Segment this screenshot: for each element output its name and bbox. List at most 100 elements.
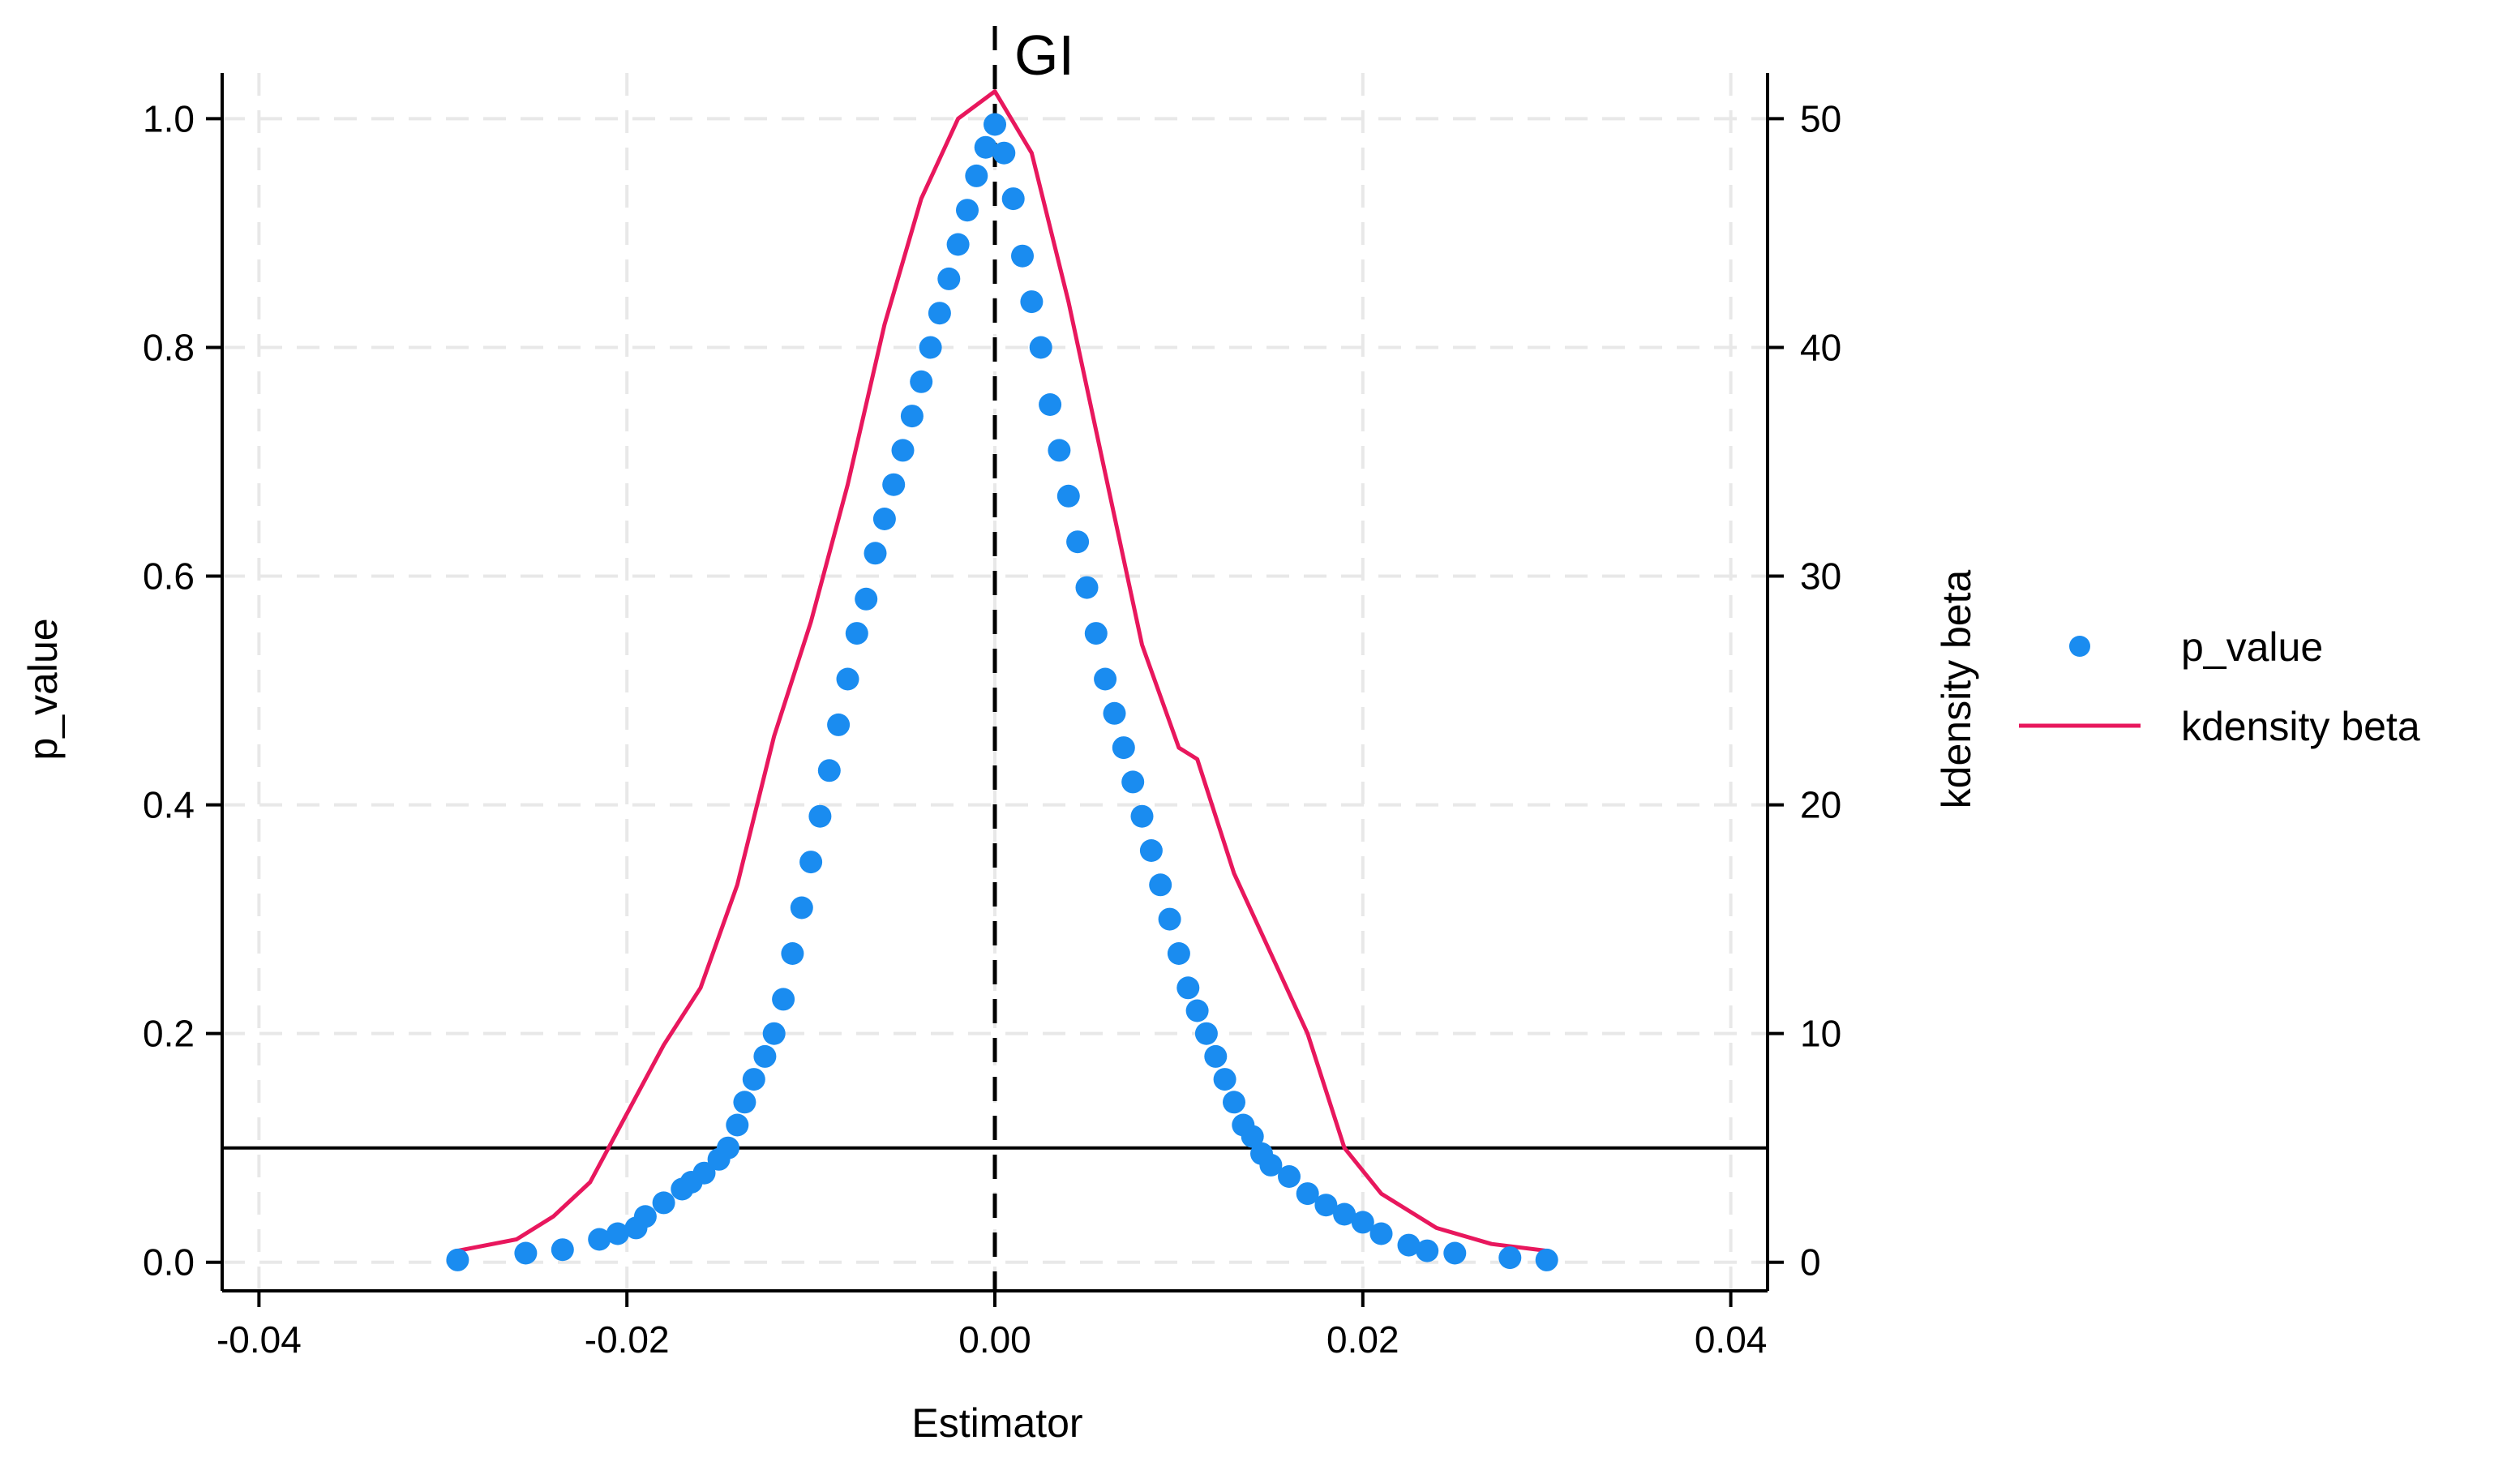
p-value-point	[1498, 1246, 1522, 1270]
y-right-tick-label-4: 40	[1800, 326, 1841, 368]
p-value-point	[1223, 1091, 1245, 1114]
p-value-point	[1213, 1068, 1236, 1091]
p-value-point	[733, 1091, 756, 1114]
p-value-point	[836, 667, 859, 691]
p-value-point	[1020, 290, 1044, 314]
y-right-tick-label-2: 20	[1800, 784, 1841, 826]
p-value-point	[872, 508, 896, 530]
p-value-point	[974, 135, 997, 159]
y-right-tick-label-1: 10	[1800, 1013, 1841, 1055]
p-value-point	[799, 851, 823, 874]
p-value-point	[514, 1241, 538, 1265]
p-value-point	[1121, 770, 1145, 794]
p-value-point	[1056, 484, 1080, 508]
p-value-point	[1176, 976, 1200, 1000]
y-left-tick-label-4: 0.8	[143, 326, 195, 368]
p-value-point	[817, 759, 841, 782]
p-value-point	[956, 199, 979, 222]
y-axis-title-right: kdensity beta	[1934, 569, 1979, 808]
p-value-point	[965, 164, 988, 187]
p-value-point	[781, 942, 804, 965]
p-value-point	[1278, 1165, 1301, 1188]
p-value-point	[1039, 393, 1062, 416]
p-value-point	[1094, 667, 1117, 691]
p-value-point	[928, 302, 951, 325]
p-value-point	[692, 1161, 716, 1185]
p-value-point	[1351, 1211, 1374, 1234]
p-value-point	[919, 336, 942, 359]
p-value-point	[1075, 576, 1099, 599]
p-value-point	[1416, 1239, 1439, 1262]
y-left-tick-label-2: 0.4	[143, 784, 195, 826]
x-tick-label-1: -0.02	[585, 1318, 670, 1361]
legend-label-kdensity-beta: kdensity beta	[2181, 704, 2420, 749]
p-value-point	[1048, 439, 1071, 462]
p-value-point	[1066, 530, 1090, 554]
p-value-point	[946, 233, 970, 256]
p-value-point	[864, 542, 887, 565]
tick-labels: -0.04 -0.02 0.00 0.02 0.04 0.0 0.2 0.4 0.6 0.8 1.0…	[143, 97, 1841, 1361]
p-value-point	[937, 267, 961, 290]
p-value-point	[1011, 244, 1034, 268]
y-axis-title-left: p_value	[20, 618, 66, 760]
p-value-point	[1130, 804, 1154, 828]
p-value-point	[762, 1022, 786, 1045]
p-value-point	[1158, 907, 1181, 931]
p-value-point	[717, 1136, 739, 1160]
x-tick-label-2: 0.00	[958, 1318, 1031, 1361]
p-value-point	[1333, 1202, 1356, 1226]
p-value-point	[1029, 336, 1052, 359]
p-value-point	[1369, 1222, 1393, 1245]
p-value-point	[1443, 1241, 1467, 1265]
p-value-point	[588, 1228, 611, 1251]
legend-label-p-value: p_value	[2181, 624, 2323, 670]
p-value-point	[808, 804, 832, 828]
p-value-point	[1535, 1248, 1558, 1271]
p-value-point	[1001, 187, 1025, 211]
p-value-point	[984, 113, 1006, 136]
x-tick-label-3: 0.02	[1326, 1318, 1399, 1361]
x-axis-title: Estimator	[911, 1400, 1082, 1446]
legend-marker-p-value	[2069, 636, 2090, 657]
p-value-point	[1167, 942, 1190, 965]
y-right-tick-label-3: 30	[1800, 555, 1841, 598]
chart-title: GI	[1014, 24, 1074, 87]
p-value-points	[446, 113, 1558, 1271]
p-value-point	[845, 622, 868, 645]
y-right-tick-label-0: 0	[1800, 1241, 1821, 1284]
x-tick-label-0: -0.04	[216, 1318, 302, 1361]
kdensity-beta-line	[456, 89, 1548, 1254]
p-value-point	[855, 587, 878, 611]
p-value-point	[1084, 622, 1108, 645]
p-value-point	[910, 370, 933, 393]
y-left-tick-label-1: 0.2	[143, 1013, 195, 1055]
p-value-point	[742, 1068, 765, 1091]
p-value-point	[1296, 1182, 1319, 1206]
p-value-point	[633, 1205, 657, 1228]
legend: p_value kdensity beta	[2019, 624, 2420, 749]
p-value-point	[1194, 1022, 1218, 1045]
p-value-point	[992, 141, 1016, 165]
p-value-point	[900, 405, 924, 428]
x-tick-label-4: 0.04	[1695, 1318, 1768, 1361]
p-value-point	[1149, 873, 1172, 897]
y-left-tick-label-5: 1.0	[143, 97, 195, 139]
p-value-point	[726, 1113, 749, 1137]
y-left-tick-label-0: 0.0	[143, 1241, 195, 1284]
p-value-point	[652, 1191, 675, 1215]
p-value-point	[891, 439, 915, 462]
p-value-point	[606, 1222, 629, 1245]
p-value-point	[827, 713, 851, 736]
kdensity-layer	[456, 89, 1548, 1254]
y-right-tick-label-5: 50	[1800, 97, 1841, 139]
p-value-point	[753, 1044, 777, 1068]
p-value-point	[1103, 701, 1126, 725]
p-value-point	[882, 473, 906, 496]
p-value-point	[1397, 1233, 1421, 1257]
p-value-point	[772, 988, 795, 1011]
p-value-point	[1314, 1194, 1338, 1217]
p-value-point	[790, 896, 813, 919]
p-value-point	[1204, 1044, 1228, 1068]
p-value-point	[446, 1248, 469, 1271]
p-value-point	[551, 1238, 574, 1262]
